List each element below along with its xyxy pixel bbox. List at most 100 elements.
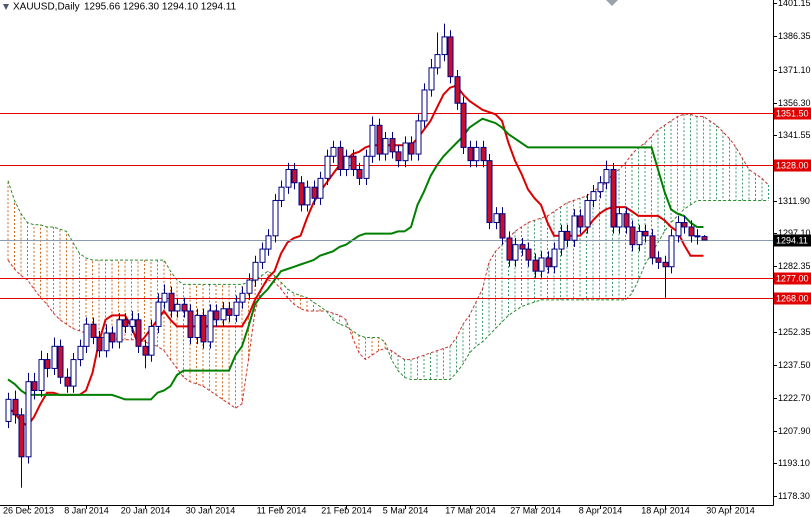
senkou-span-b [7, 180, 769, 380]
candle-body [382, 138, 389, 155]
candle-body [337, 146, 344, 171]
candle-body [96, 336, 103, 352]
candle-body [564, 230, 571, 241]
candle-body [623, 213, 630, 228]
level-label-bg [774, 272, 811, 285]
candle-body [428, 67, 435, 91]
candle-body [291, 169, 298, 184]
candle-body [454, 76, 461, 104]
x-tick-label: 18 Apr 2014 [641, 505, 690, 515]
candle-body [558, 230, 565, 250]
candle-body [148, 325, 155, 356]
candle-body [369, 124, 376, 157]
candle-body [551, 248, 558, 268]
candle-body [597, 182, 604, 193]
candle-body [480, 146, 487, 162]
candle-body [584, 199, 591, 228]
y-tick-label: 1297.10 [778, 228, 811, 238]
candle-body [538, 257, 545, 272]
candle-body [512, 244, 519, 261]
candle-body [486, 160, 493, 224]
candle-body [109, 332, 116, 343]
candle-body [265, 235, 272, 250]
candle-body [12, 398, 19, 416]
candle-body [70, 359, 77, 387]
level-label-bg [774, 107, 811, 120]
candle-body [571, 215, 578, 241]
x-tick-label: 30 Apr 2014 [706, 505, 755, 515]
candle-body [610, 169, 617, 228]
candle-body [519, 244, 526, 250]
candle-body [18, 414, 25, 458]
indicator-line [7, 117, 704, 401]
candle-body [655, 257, 662, 263]
x-tick-label: 8 Jan 2014 [64, 505, 109, 515]
candle-body [226, 308, 233, 316]
candle-body [57, 345, 64, 378]
candle-body [324, 155, 331, 179]
candle-body [545, 257, 552, 268]
x-tick-label: 21 Feb 2014 [321, 505, 372, 515]
y-tick-label: 1356.30 [778, 98, 811, 108]
candle-body [272, 199, 279, 237]
candle-body [83, 323, 90, 347]
candle-body [408, 142, 415, 155]
candle-body [44, 359, 51, 369]
chart-title: XAUUSD,Daily [13, 2, 80, 13]
y-tick-label: 1341.55 [778, 130, 811, 140]
y-tick-label: 1282.35 [778, 261, 811, 271]
candle-body [233, 301, 240, 316]
candle-body [51, 345, 58, 369]
y-tick-label: 1371.10 [778, 65, 811, 75]
candle-body [207, 310, 214, 343]
y-tick-label: 1193.10 [778, 458, 810, 468]
candle-body [181, 303, 188, 312]
candle-body [317, 177, 324, 199]
symbol-icon [3, 4, 9, 10]
candle-body [298, 182, 305, 206]
candle-body [467, 146, 474, 162]
y-tick-label: 1252.35 [778, 327, 811, 337]
candle-body [662, 261, 669, 268]
candle-body [532, 259, 539, 272]
candle-body [460, 102, 467, 148]
candle-body [506, 237, 513, 261]
candle-body [447, 36, 454, 78]
candle-body [161, 292, 168, 303]
candle-body [493, 213, 500, 224]
candle-body [636, 230, 643, 246]
candle-body [649, 235, 656, 259]
y-tick-label: 1237.50 [778, 360, 811, 370]
last-price-label-bg [774, 234, 811, 247]
candle-body [525, 248, 532, 261]
level-label: 1351.50 [776, 108, 809, 118]
candle-body [25, 381, 32, 458]
candle-body [135, 319, 142, 347]
candle-body [194, 314, 201, 338]
candle-body [174, 303, 181, 312]
candle-body [590, 191, 597, 201]
candle-body [278, 186, 285, 201]
candle-body [122, 319, 129, 327]
y-tick-label: 1178.30 [778, 491, 810, 501]
candle-body [311, 186, 318, 199]
y-tick-label: 1311.90 [778, 196, 810, 206]
candle-body [187, 310, 194, 338]
level-label-bg [774, 159, 811, 172]
candle-body [681, 222, 688, 228]
candle-body [168, 292, 175, 312]
candle-body [577, 215, 584, 228]
candle-body [603, 169, 610, 184]
candle-body [694, 235, 701, 238]
candle-body [343, 155, 350, 171]
y-tick-label: 1386.35 [778, 31, 811, 41]
candle-body [675, 222, 682, 237]
ohlc-header: 1295.66 1296.30 1294.10 1294.11 [84, 2, 237, 13]
candle-body [389, 138, 396, 153]
candle-body [415, 120, 422, 155]
level-label: 1277.00 [776, 273, 809, 283]
candle-body [350, 155, 357, 171]
